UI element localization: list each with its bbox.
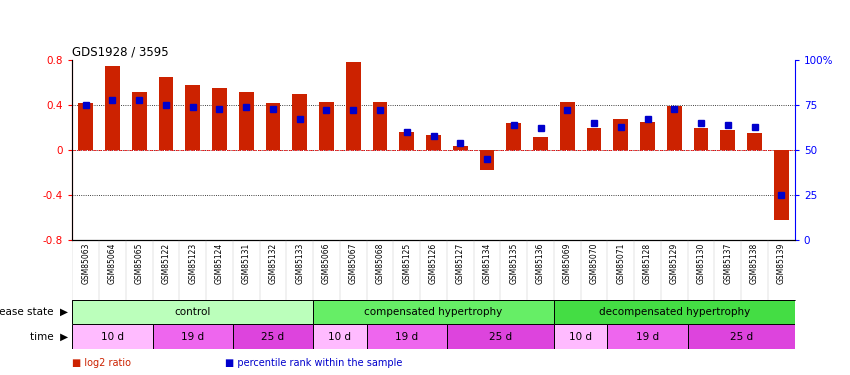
Bar: [560, 102, 575, 150]
Bar: [372, 102, 388, 150]
Text: GSM85065: GSM85065: [134, 243, 144, 285]
Text: 10 d: 10 d: [570, 332, 592, 342]
Bar: [185, 85, 200, 150]
Text: GSM85123: GSM85123: [188, 243, 197, 284]
Bar: [747, 133, 762, 150]
Bar: [667, 106, 682, 150]
Text: GSM85126: GSM85126: [429, 243, 438, 284]
Bar: [447, 324, 554, 349]
Text: 25 d: 25 d: [489, 332, 512, 342]
Text: ■ percentile rank within the sample: ■ percentile rank within the sample: [225, 357, 403, 368]
Bar: [640, 122, 655, 150]
Bar: [233, 324, 313, 349]
Text: GSM85124: GSM85124: [215, 243, 224, 284]
Bar: [313, 324, 366, 349]
Text: ■ log2 ratio: ■ log2 ratio: [72, 357, 131, 368]
Text: GSM85128: GSM85128: [643, 243, 652, 284]
Bar: [586, 128, 602, 150]
Text: GSM85131: GSM85131: [241, 243, 251, 284]
Bar: [132, 92, 146, 150]
Bar: [507, 123, 521, 150]
Text: compensated hypertrophy: compensated hypertrophy: [365, 307, 502, 317]
Text: 19 d: 19 d: [181, 332, 204, 342]
Bar: [533, 136, 548, 150]
Bar: [265, 103, 280, 150]
Text: 10 d: 10 d: [328, 332, 351, 342]
Bar: [72, 324, 152, 349]
Bar: [152, 324, 233, 349]
Text: control: control: [174, 307, 211, 317]
Text: GSM85132: GSM85132: [269, 243, 277, 284]
Bar: [688, 324, 795, 349]
Text: 25 d: 25 d: [262, 332, 285, 342]
Text: 10 d: 10 d: [101, 332, 124, 342]
Bar: [614, 118, 628, 150]
Bar: [774, 150, 789, 220]
Bar: [479, 150, 495, 170]
Text: 19 d: 19 d: [395, 332, 418, 342]
Text: time  ▶: time ▶: [30, 332, 68, 342]
Text: GSM85129: GSM85129: [670, 243, 679, 284]
Bar: [239, 92, 253, 150]
Text: disease state  ▶: disease state ▶: [0, 307, 68, 317]
Bar: [212, 88, 227, 150]
Text: GSM85134: GSM85134: [483, 243, 491, 284]
Text: GSM85138: GSM85138: [750, 243, 759, 284]
Text: GSM85071: GSM85071: [616, 243, 626, 284]
Bar: [292, 94, 307, 150]
Text: GSM85122: GSM85122: [162, 243, 170, 284]
Text: GSM85139: GSM85139: [777, 243, 786, 284]
Bar: [105, 66, 120, 150]
Text: GSM85127: GSM85127: [456, 243, 465, 284]
Bar: [346, 62, 360, 150]
Bar: [554, 300, 795, 324]
Text: GSM85137: GSM85137: [723, 243, 733, 284]
Text: GSM85070: GSM85070: [590, 243, 598, 285]
Text: GSM85064: GSM85064: [108, 243, 117, 285]
Bar: [78, 103, 93, 150]
Text: GSM85067: GSM85067: [348, 243, 358, 285]
Bar: [694, 128, 708, 150]
Bar: [319, 102, 334, 150]
Bar: [400, 132, 414, 150]
Text: GSM85133: GSM85133: [295, 243, 304, 284]
Text: GSM85125: GSM85125: [402, 243, 411, 284]
Text: GSM85066: GSM85066: [322, 243, 331, 285]
Bar: [313, 300, 554, 324]
Bar: [366, 324, 447, 349]
Bar: [721, 130, 735, 150]
Bar: [159, 77, 173, 150]
Bar: [426, 135, 441, 150]
Text: GSM85068: GSM85068: [376, 243, 384, 284]
Text: GSM85136: GSM85136: [536, 243, 545, 284]
Text: GDS1928 / 3595: GDS1928 / 3595: [72, 46, 169, 59]
Text: GSM85130: GSM85130: [697, 243, 706, 284]
Text: decompensated hypertrophy: decompensated hypertrophy: [598, 307, 750, 317]
Text: 19 d: 19 d: [636, 332, 659, 342]
Text: GSM85069: GSM85069: [563, 243, 572, 285]
Bar: [554, 324, 608, 349]
Text: GSM85063: GSM85063: [81, 243, 90, 285]
Bar: [72, 300, 313, 324]
Text: 25 d: 25 d: [729, 332, 753, 342]
Bar: [453, 146, 468, 150]
Bar: [608, 324, 688, 349]
Text: GSM85135: GSM85135: [509, 243, 518, 284]
